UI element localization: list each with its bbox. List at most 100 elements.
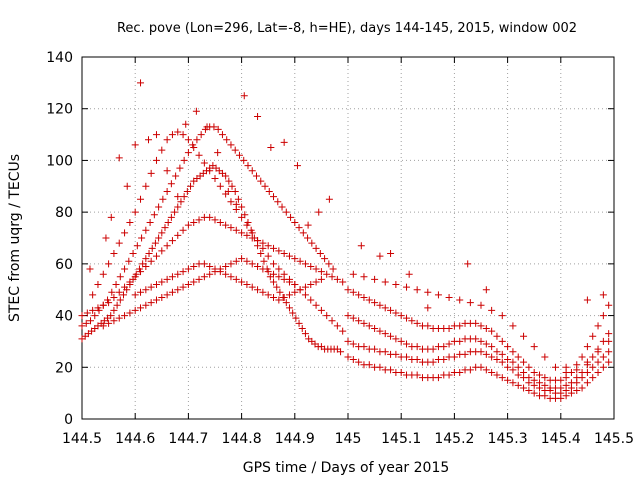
data-point: [514, 353, 522, 361]
data-point: [405, 270, 413, 278]
data-point: [218, 131, 226, 139]
data-point: [365, 361, 373, 369]
data-point: [445, 340, 453, 348]
data-point: [151, 239, 159, 247]
data-point: [158, 229, 166, 237]
data-point: [328, 273, 336, 281]
data-point: [270, 270, 278, 278]
data-point: [403, 353, 411, 361]
data-point: [155, 234, 163, 242]
data-point: [113, 301, 121, 309]
data-point: [307, 296, 315, 304]
data-point: [105, 260, 113, 268]
data-point: [216, 268, 224, 276]
data-point: [403, 283, 411, 291]
data-point: [520, 384, 528, 392]
data-point: [163, 136, 171, 144]
data-point: [562, 363, 570, 371]
data-point: [301, 330, 309, 338]
data-point: [126, 278, 134, 286]
data-point: [344, 286, 352, 294]
data-point: [171, 208, 179, 216]
data-point: [578, 368, 586, 376]
data-point: [482, 325, 490, 332]
data-point: [115, 314, 123, 322]
data-point: [131, 291, 139, 299]
data-point: [291, 218, 299, 226]
data-point: [477, 363, 485, 371]
data-point: [291, 281, 299, 289]
data-point: [328, 317, 336, 325]
data-point: [243, 257, 251, 265]
data-point: [520, 368, 528, 376]
data-point: [206, 167, 214, 175]
data-point: [583, 296, 591, 304]
data-point: [216, 218, 224, 226]
data-point: [514, 371, 522, 379]
data-point: [270, 244, 278, 252]
series-1: [78, 123, 337, 330]
data-point: [589, 363, 597, 371]
data-point: [482, 366, 490, 374]
data-point: [504, 376, 512, 384]
data-point: [605, 301, 613, 309]
data-point: [161, 224, 169, 232]
data-point: [147, 283, 155, 291]
data-point: [238, 203, 246, 211]
data-point: [504, 343, 512, 351]
data-point: [107, 213, 115, 221]
data-point: [232, 226, 240, 234]
data-point: [525, 387, 533, 395]
data-point: [168, 237, 176, 245]
data-point: [270, 278, 278, 286]
data-point: [270, 293, 278, 301]
data-point: [190, 218, 198, 226]
data-point: [137, 288, 145, 296]
series-8: [344, 312, 613, 392]
data-point: [275, 273, 283, 281]
data-point: [147, 169, 155, 177]
data-point: [445, 293, 453, 301]
data-point: [365, 322, 373, 330]
data-point: [296, 286, 304, 294]
data-point: [472, 319, 480, 327]
data-point: [265, 187, 273, 195]
data-point: [466, 366, 474, 374]
data-point: [298, 325, 306, 332]
y-tick-labels: 0 20 40 60 80 100 120 140: [46, 50, 73, 428]
data-point: [280, 250, 288, 258]
data-point: [184, 281, 192, 289]
data-point: [387, 332, 395, 340]
data-point: [413, 343, 421, 351]
data-point: [371, 325, 379, 332]
data-point: [222, 270, 230, 278]
data-point: [264, 242, 272, 250]
series-6: [344, 353, 613, 402]
data-point: [116, 273, 124, 281]
data-point: [248, 283, 256, 291]
data-point: [589, 332, 597, 340]
data-point: [211, 265, 219, 273]
data-point: [125, 257, 133, 265]
data-point: [392, 309, 400, 317]
data-point: [291, 255, 299, 263]
chart-title: Rec. pove (Lon=296, Lat=-8, h=HE), days …: [117, 21, 577, 36]
data-point: [291, 288, 299, 296]
data-point: [129, 250, 137, 258]
data-point: [403, 340, 411, 348]
data-point: [238, 278, 246, 286]
data-point: [243, 231, 251, 239]
data-point: [573, 387, 581, 395]
data-point: [133, 242, 141, 250]
data-point: [413, 356, 421, 364]
x-tick-label: 144.5: [62, 431, 102, 447]
x-tick-label: 145.3: [488, 431, 528, 447]
data-point: [115, 239, 123, 247]
data-point: [176, 164, 184, 172]
data-point: [187, 182, 195, 190]
data-point: [121, 229, 129, 237]
data-point: [498, 312, 506, 320]
x-tick-label: 144.8: [222, 431, 262, 447]
data-point: [155, 203, 163, 211]
